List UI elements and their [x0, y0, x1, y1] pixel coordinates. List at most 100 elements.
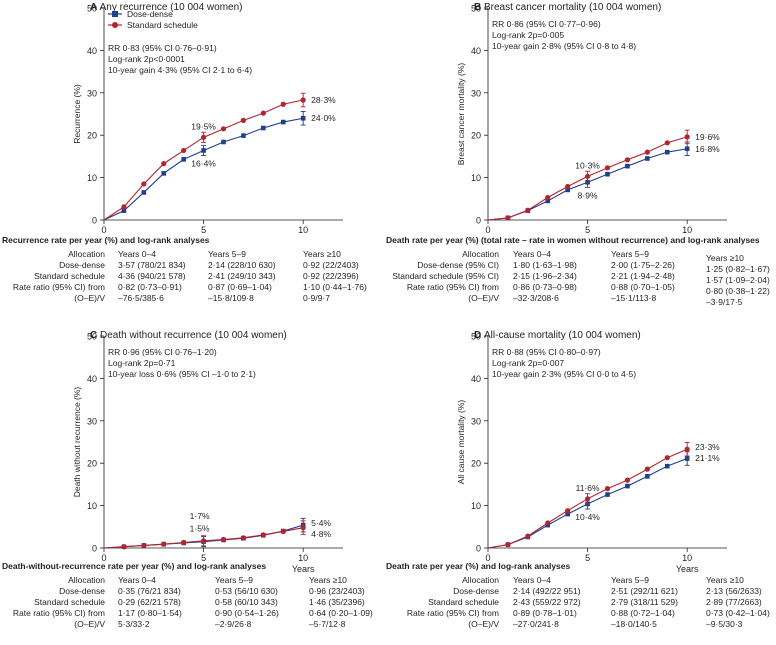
table-header-cell: Years 0–4 — [513, 575, 551, 585]
y-tick-label: 40 — [87, 46, 97, 56]
data-point — [525, 533, 531, 539]
table-cell: 0·53 (56/10 630) — [215, 586, 278, 596]
y-tick-label: 50 — [471, 332, 481, 342]
stats-line: RR 0·96 (95% CI 0·76–1·20) — [108, 347, 217, 357]
stats-line: 10-year loss 0·6% (95% CI –1·0 to 2·1) — [108, 369, 256, 379]
table-cell: 0·29 (62/21 578) — [118, 597, 181, 607]
x-tick-label: 10 — [682, 225, 692, 235]
table-header-cell: Years 5–9 — [208, 249, 246, 259]
x-tick-label: 5 — [585, 553, 590, 563]
data-label: 10·4% — [575, 512, 600, 522]
table-cell: Standard schedule — [34, 597, 105, 607]
y-axis-label: Breast cancer mortality (%) — [456, 63, 466, 166]
data-label: 10·3% — [575, 160, 600, 170]
data-point — [645, 156, 650, 161]
table-cell: 0·35 (76/21 834) — [118, 586, 181, 596]
data-point — [161, 161, 167, 167]
table-cell: 2·13 (56/2633) — [706, 586, 762, 596]
data-point — [181, 157, 186, 162]
x-tick-label: 0 — [485, 225, 490, 235]
data-point — [604, 486, 611, 492]
data-point — [241, 133, 246, 138]
table-cell: 2·89 (77/2663) — [706, 597, 762, 607]
table-cell: 2·79 (318/11 529) — [611, 597, 678, 607]
legend-label: Dose-dense — [127, 9, 173, 19]
y-tick-label: 20 — [471, 131, 481, 141]
data-point — [221, 139, 226, 145]
data-point — [141, 190, 147, 195]
rate-table: Death-without-recurrence rate per year (… — [2, 561, 373, 629]
table-cell: (O–E)/V — [468, 293, 499, 303]
table-cell: 0·82 (0·73–0·91) — [118, 282, 182, 292]
stats-line: RR 0·83 (95% CI 0·76–0·91) — [108, 43, 217, 53]
series-dose-dense — [103, 111, 306, 221]
table-cell: Dose-dense (95% CI) — [417, 260, 499, 270]
series-standard-schedule — [103, 92, 306, 221]
stats-line: Log-rank 2p<0·0001 — [108, 54, 185, 64]
legend-label: Standard schedule — [127, 20, 198, 30]
data-point — [624, 477, 631, 483]
data-label: 8·9% — [578, 190, 598, 200]
data-point — [625, 163, 630, 169]
data-point — [240, 535, 247, 541]
y-tick-label: 10 — [471, 501, 481, 511]
data-label: 24·0% — [311, 113, 336, 123]
data-label: 28·3% — [311, 95, 336, 105]
table-cell: Standard schedule (95% CI) — [392, 271, 499, 281]
table-header-cell: Years 0–4 — [118, 575, 156, 585]
x-tick-label: 0 — [101, 225, 106, 235]
data-point — [624, 157, 631, 163]
legend-marker — [112, 11, 118, 17]
table-header-cell: Allocation — [462, 575, 499, 585]
data-point — [565, 183, 571, 190]
table-cell: Dose-dense — [59, 586, 105, 596]
panel-d: D All-cause mortality (10 004 women) 0 10 2… — [386, 330, 770, 629]
table-cell: 0·96 (23/2403) — [309, 586, 365, 596]
table-cell: 2·15 (1·96–2·34) — [513, 271, 577, 281]
data-label: 1·5% — [190, 524, 210, 534]
table-cell: 0·58 (60/10 343) — [215, 597, 278, 607]
data-label: 23·3% — [695, 442, 720, 452]
table-cell: Rate ratio (95% CI) from — [407, 608, 499, 618]
stats-line: 10-year gain 2·3% (95% CI 0·0 to 4·5) — [492, 369, 636, 379]
series-standard-schedule — [103, 520, 306, 550]
table-title: Recurrence rate per year (%) and log-ran… — [2, 235, 210, 245]
table-cell: –3·9/17·5 — [706, 297, 743, 307]
stats-line: 10-year gain 4·3% (95% CI 2·1 to 6·4) — [108, 65, 252, 75]
data-point — [505, 215, 511, 221]
data-point — [161, 541, 167, 547]
table-cell: 0·92 (22/2403) — [303, 260, 359, 270]
table-cell: –32·3/208·6 — [513, 293, 559, 303]
table-cell: –15·8/109·8 — [208, 293, 254, 303]
x-tick-label: 0 — [485, 553, 490, 563]
table-cell: 4·36 (940/21 578) — [118, 271, 186, 281]
table-cell: 2·00 (1·75–2·26) — [611, 260, 675, 270]
x-tick-label: 0 — [101, 553, 106, 563]
y-axis-label: Death without recurrence (%) — [72, 387, 82, 498]
table-cell: 0·92 (22/2396) — [303, 271, 359, 281]
y-tick-label: 20 — [87, 131, 97, 141]
data-label: 19·6% — [695, 132, 720, 142]
table-cell: –15·1/113·8 — [611, 293, 656, 303]
data-label: 16·4% — [191, 158, 216, 168]
table-cell: Rate ratio (95% CI) from — [13, 282, 105, 292]
y-tick-label: 30 — [87, 416, 97, 426]
y-axis-label: All cause mortality (%) — [456, 400, 466, 485]
table-cell: 0·89 (0·78–1·01) — [513, 608, 577, 618]
rate-table: Death rate per year (%) and log-rank ana… — [386, 561, 770, 629]
data-point — [505, 542, 511, 548]
data-point — [141, 181, 147, 187]
table-cell: 2·14 (228/10 630) — [208, 260, 276, 270]
table-cell: –18·0/140·5 — [611, 619, 657, 629]
y-axis-label: Recurrence (%) — [72, 84, 82, 144]
data-point — [220, 126, 227, 132]
data-point — [664, 455, 670, 461]
data-point — [565, 508, 571, 514]
data-point — [121, 204, 127, 210]
y-tick-label: 20 — [471, 459, 481, 469]
table-cell: 0·88 (0·70–1·05) — [611, 282, 675, 292]
data-point — [260, 110, 266, 116]
table-header-cell: Years ≥10 — [706, 575, 744, 585]
data-point — [280, 119, 286, 125]
data-label: 11·6% — [576, 483, 600, 493]
